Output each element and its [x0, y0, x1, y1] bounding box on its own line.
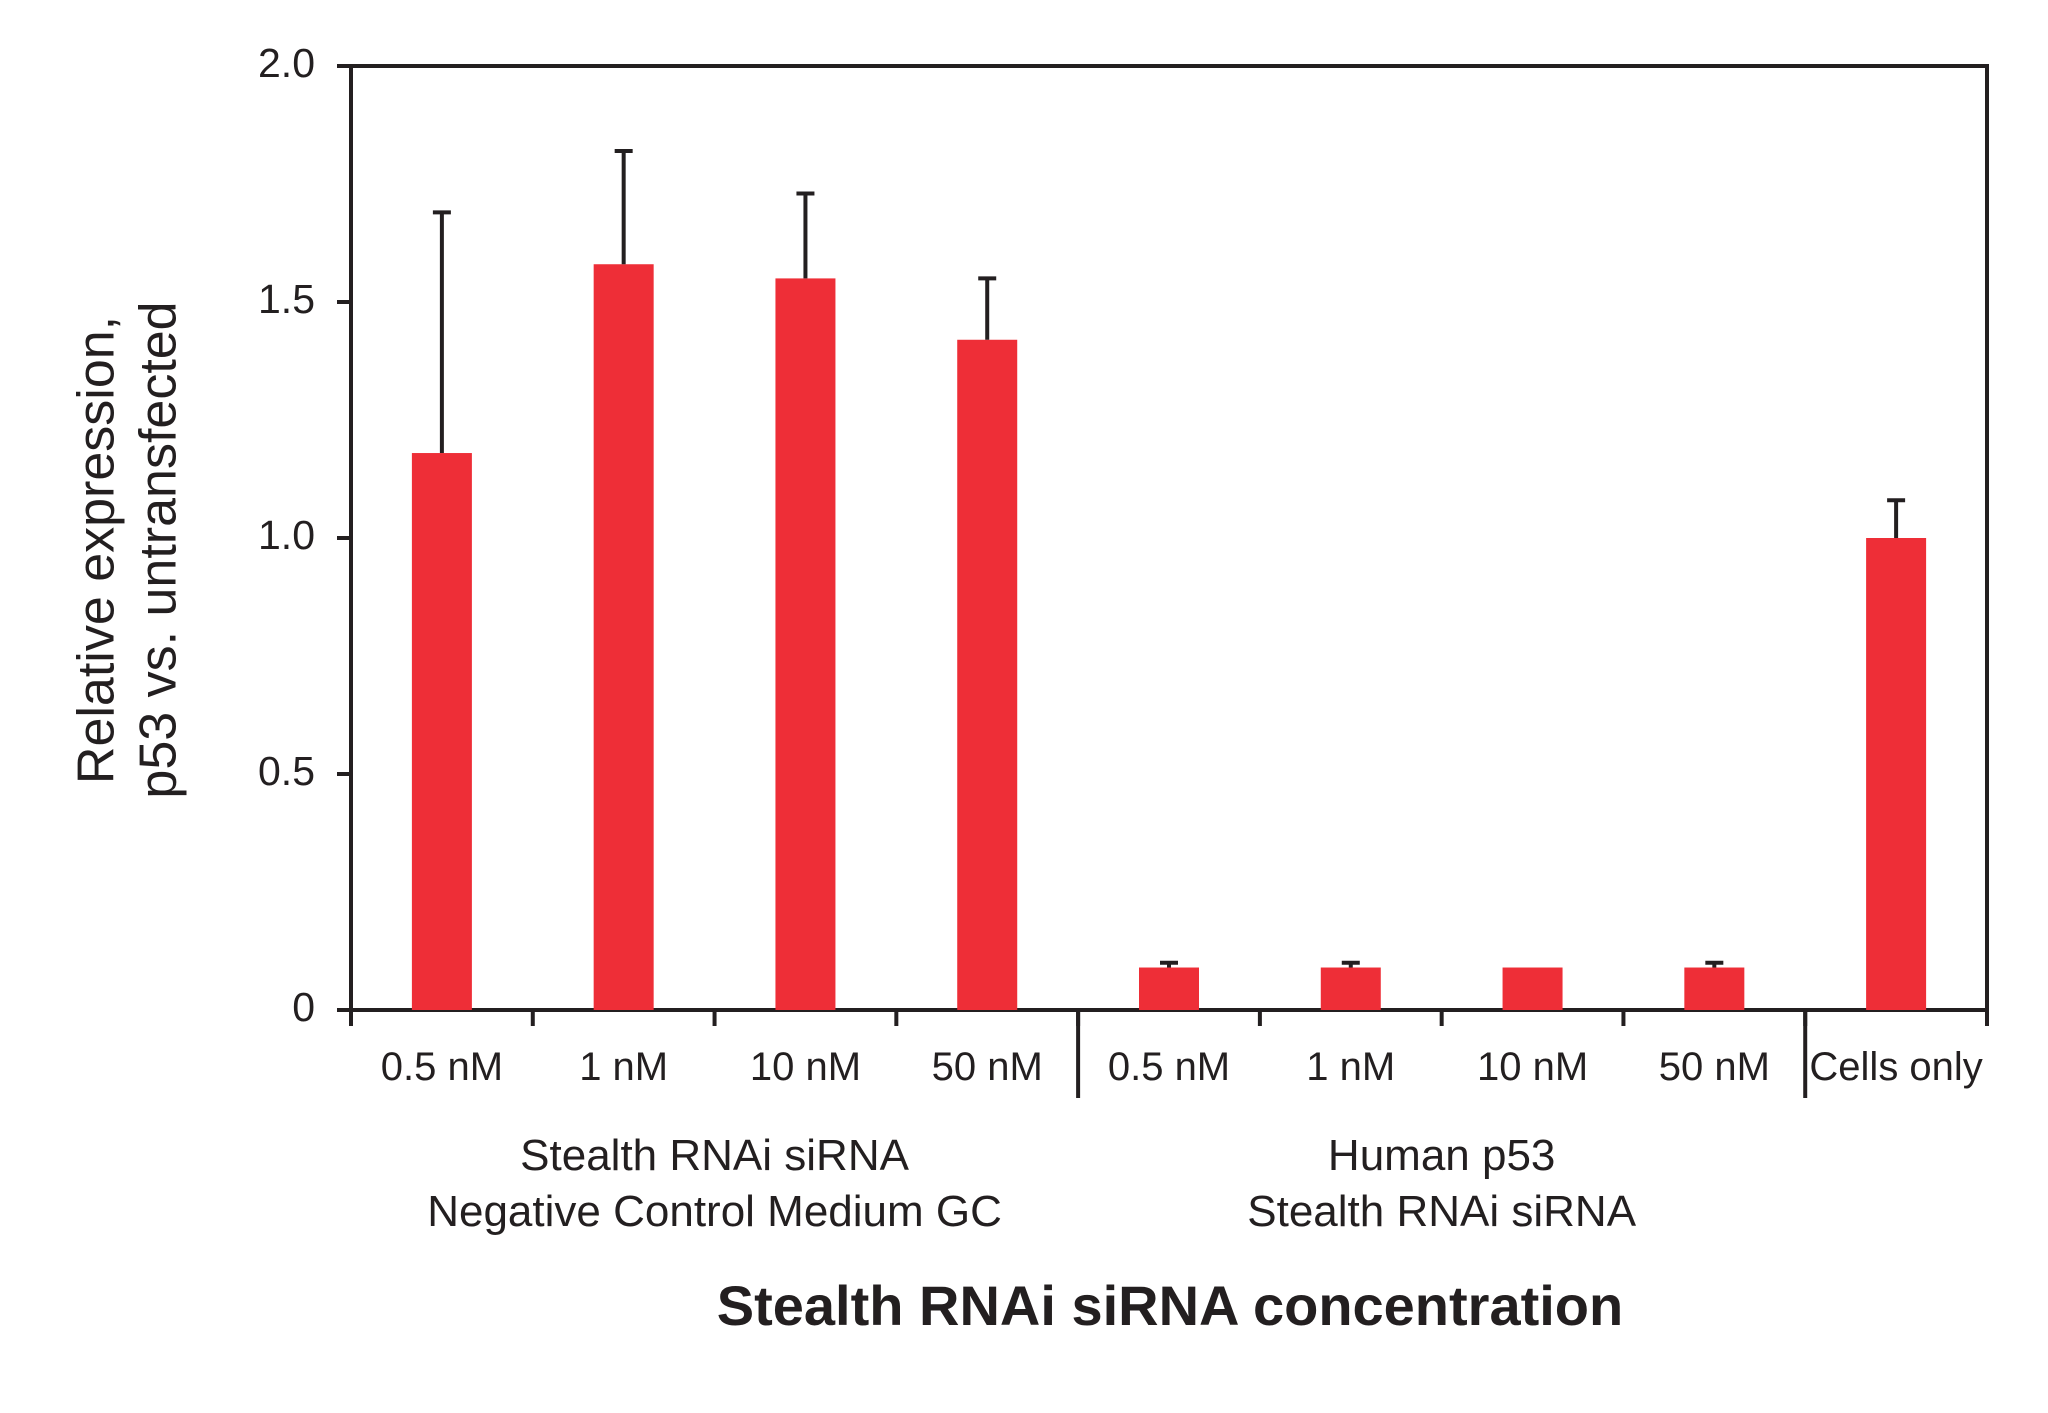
bar — [593, 264, 654, 1010]
category-label: 50 nM — [932, 1045, 1043, 1089]
bar — [1866, 538, 1927, 1010]
category-label: 10 nM — [1477, 1045, 1588, 1089]
bar — [957, 339, 1018, 1010]
y-axis-title-line-2: p53 vs. untransfected — [130, 301, 188, 798]
category-label: 50 nM — [1659, 1045, 1770, 1089]
category-label: 1 nM — [1306, 1045, 1395, 1089]
group-label: Stealth RNAi siRNA — [1247, 1187, 1636, 1236]
group-label: Negative Control Medium GC — [427, 1187, 1002, 1236]
bar — [1684, 967, 1745, 1010]
bar — [775, 278, 836, 1010]
y-tick-label: 0 — [292, 984, 315, 1030]
y-tick-label: 0.5 — [258, 748, 315, 794]
y-tick-label: 2.0 — [258, 40, 315, 86]
category-label: 10 nM — [750, 1045, 861, 1089]
y-axis-title-line-1: Relative expression, — [68, 316, 126, 784]
y-tick-label: 1.0 — [258, 512, 315, 558]
category-label: 1 nM — [579, 1045, 668, 1089]
x-axis-title: Stealth RNAi siRNA concentration — [717, 1274, 1623, 1337]
group-label: Human p53 — [1328, 1131, 1555, 1180]
bar — [1139, 967, 1199, 1010]
group-label: Stealth RNAi siRNA — [520, 1131, 909, 1180]
category-label: 0.5 nM — [381, 1045, 503, 1089]
category-label: 0.5 nM — [1108, 1045, 1230, 1089]
bar — [1320, 967, 1381, 1010]
bar — [1502, 967, 1563, 1010]
y-axis-title: Relative expression, p53 vs. untransfect… — [68, 301, 188, 798]
bar — [411, 453, 472, 1010]
category-label: Cells only — [1809, 1045, 1982, 1089]
plot-area: 0 0.5 1.0 1.5 2.0 0.5 nM 1 nM 10 nM 50 nM 0.5 nM 1… — [258, 40, 1989, 1236]
y-tick-label: 1.5 — [258, 276, 315, 322]
